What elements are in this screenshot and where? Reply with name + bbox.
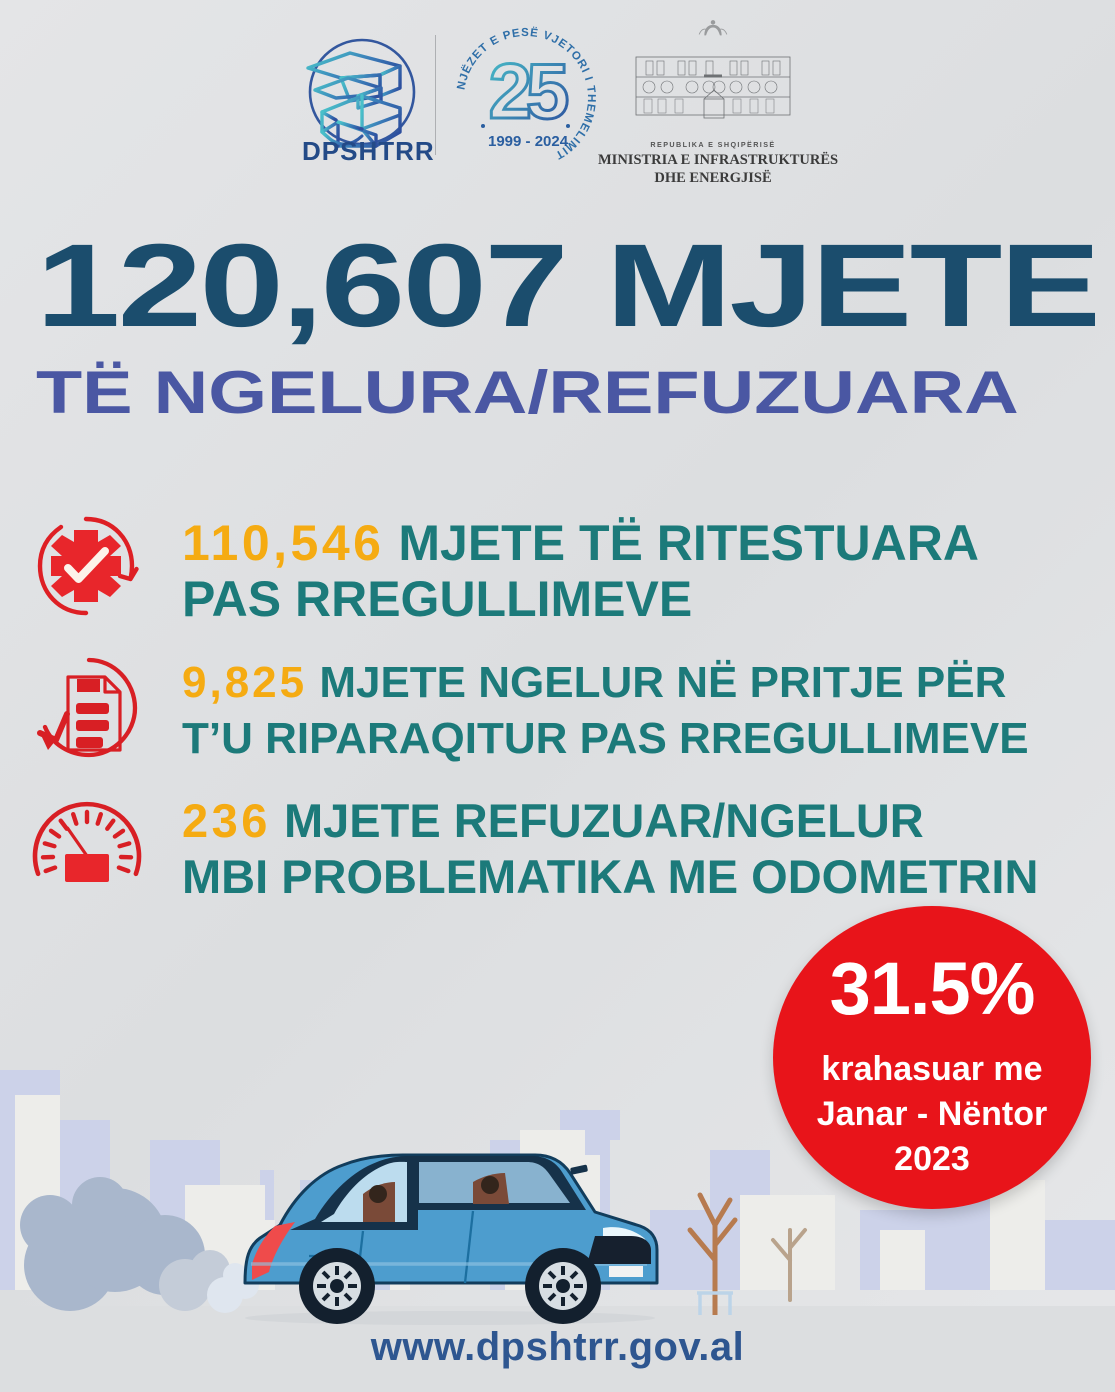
svg-text:1999 - 2024: 1999 - 2024	[488, 133, 569, 150]
svg-text:25: 25	[489, 47, 568, 135]
